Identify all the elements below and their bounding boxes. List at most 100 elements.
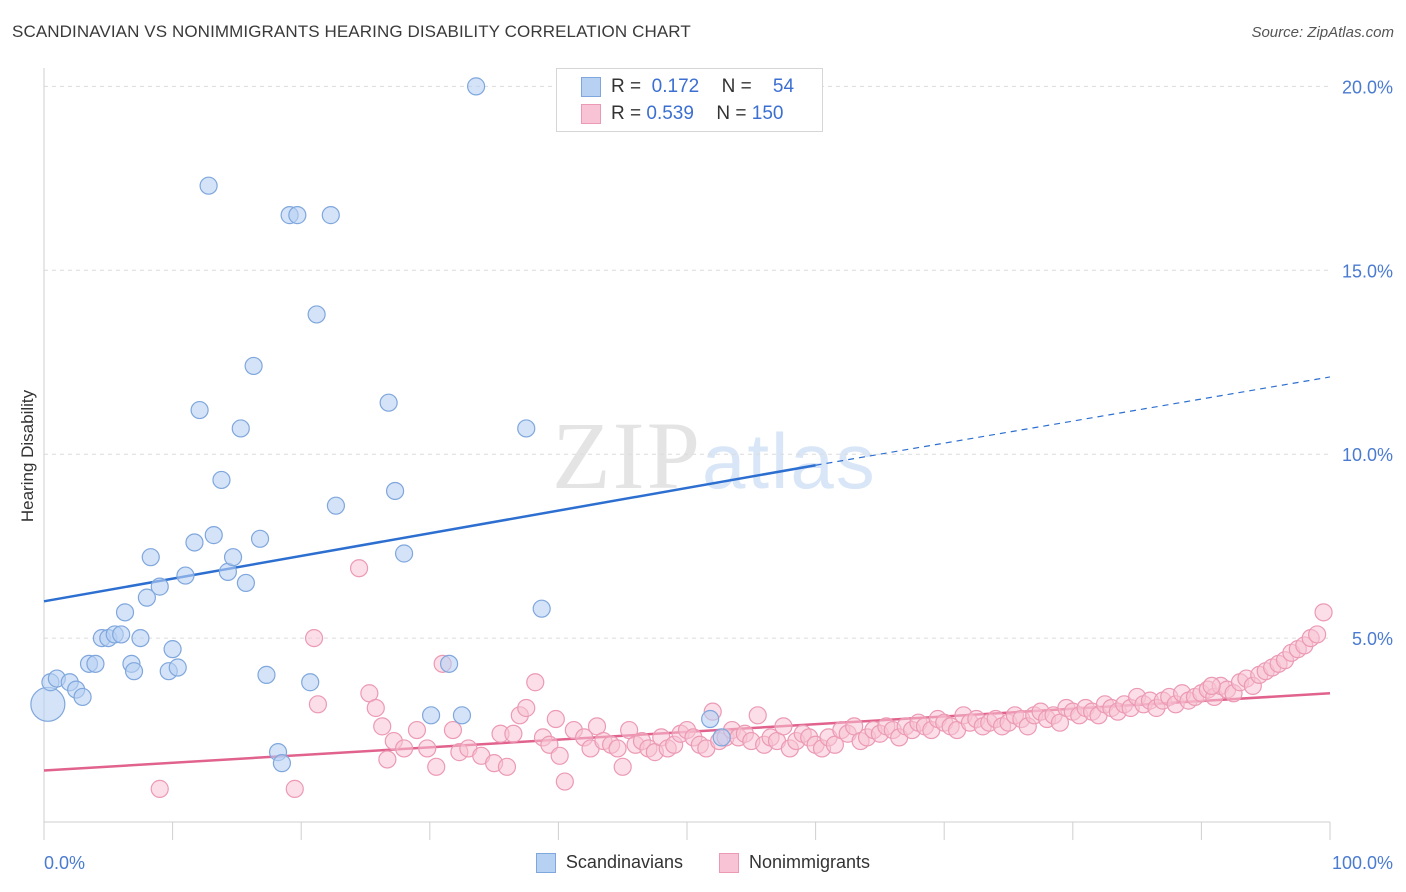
legend-row-scandinavians: R = 0.172 N = 54 — [581, 75, 794, 99]
point-scandinavians — [301, 673, 320, 692]
point-scandinavians — [288, 206, 307, 225]
series-swatch-nonimmigrants — [719, 852, 740, 873]
point-scandinavians — [532, 599, 551, 618]
point-nonimmigrants — [550, 746, 569, 765]
point-scandinavians — [272, 754, 292, 773]
series-legend: Scandinavians Nonimmigrants — [0, 852, 1406, 873]
point-scandinavians — [421, 706, 441, 725]
point-scandinavians — [466, 77, 486, 96]
point-nonimmigrants — [366, 698, 385, 718]
trend-line-scandinavians-projection — [815, 376, 1331, 466]
point-scandinavians — [326, 496, 346, 515]
point-scandinavians — [244, 356, 263, 376]
point-nonimmigrants — [517, 698, 536, 718]
point-nonimmigrants — [443, 720, 463, 740]
point-nonimmigrants — [748, 706, 767, 725]
point-scandinavians — [204, 526, 223, 545]
point-nonimmigrants — [378, 750, 397, 769]
point-nonimmigrants — [774, 717, 793, 736]
legend-n-value: 150 — [751, 103, 784, 124]
point-scandinavians — [321, 206, 340, 225]
point-nonimmigrants — [373, 717, 392, 736]
legend-row-nonimmigrants: R = 0.539 N = 150 — [581, 102, 783, 126]
point-nonimmigrants — [608, 739, 627, 758]
point-nonimmigrants — [1308, 625, 1327, 644]
point-scandinavians — [385, 481, 405, 501]
point-scandinavians — [112, 625, 131, 644]
point-nonimmigrants — [497, 757, 517, 776]
y-tick-label: 20.0% — [1342, 77, 1393, 97]
legend-n-label: N = — [721, 76, 752, 97]
point-scandinavians — [30, 686, 66, 722]
point-scandinavians — [517, 419, 536, 438]
y-axis-label: Hearing Disability — [18, 389, 37, 522]
point-scandinavians — [150, 577, 169, 596]
point-nonimmigrants — [427, 757, 446, 776]
point-scandinavians — [176, 566, 195, 585]
data-points — [30, 77, 1333, 798]
point-scandinavians — [73, 687, 92, 707]
point-scandinavians — [168, 658, 187, 677]
point-scandinavians — [124, 662, 144, 681]
series-legend-scandinavians: Scandinavians — [535, 852, 684, 873]
legend-r-label: R = — [611, 76, 642, 97]
point-nonimmigrants — [504, 724, 523, 743]
point-scandinavians — [86, 654, 105, 673]
point-scandinavians — [701, 709, 720, 729]
point-scandinavians — [452, 706, 472, 725]
y-tick-label: 15.0% — [1342, 261, 1393, 281]
legend-r-label: R = — [611, 103, 642, 124]
series-swatch-scandinavians — [535, 852, 556, 873]
legend-swatch-scandinavians — [581, 77, 601, 97]
point-nonimmigrants — [285, 779, 304, 798]
point-nonimmigrants — [555, 772, 574, 791]
point-nonimmigrants — [418, 739, 437, 758]
series-label-nonimmigrants: Nonimmigrants — [749, 852, 871, 872]
point-nonimmigrants — [407, 720, 427, 740]
point-scandinavians — [307, 305, 326, 324]
point-nonimmigrants — [349, 559, 369, 578]
point-scandinavians — [199, 176, 218, 195]
y-tick-label: 5.0% — [1352, 629, 1393, 649]
axis-labels: 5.0% 10.0% 15.0% 20.0% 0.0% 100.0% Hearing Dis… — [18, 77, 1393, 873]
point-scandinavians — [190, 400, 209, 420]
point-scandinavians — [257, 665, 276, 684]
y-tick-label: 10.0% — [1342, 445, 1393, 465]
point-scandinavians — [223, 548, 243, 567]
point-scandinavians — [236, 573, 256, 593]
point-scandinavians — [394, 544, 414, 563]
watermark-atlas: atlas — [702, 417, 877, 505]
series-legend-nonimmigrants: Nonimmigrants — [719, 852, 870, 873]
point-scandinavians — [439, 654, 459, 673]
point-nonimmigrants — [1202, 676, 1221, 696]
legend-n-value: 54 — [772, 76, 795, 97]
point-nonimmigrants — [304, 628, 324, 648]
legend-r-value: 0.539 — [646, 103, 694, 124]
point-scandinavians — [131, 628, 150, 648]
point-nonimmigrants — [308, 695, 328, 714]
source-label: Source: ZipAtlas.com — [1251, 24, 1394, 41]
chart-title: SCANDINAVIAN VS NONIMMIGRANTS HEARING DI… — [12, 22, 691, 41]
trend-line-scandinavians — [43, 463, 816, 603]
point-scandinavians — [212, 470, 231, 490]
point-scandinavians — [185, 533, 204, 552]
legend-n-label: N = — [716, 103, 747, 124]
point-scandinavians — [250, 529, 270, 548]
point-scandinavians — [141, 548, 160, 567]
point-scandinavians — [712, 728, 731, 747]
legend-r-value: 0.172 — [651, 76, 700, 97]
point-nonimmigrants — [613, 757, 632, 776]
x-tick-label: 100.0% — [1332, 853, 1393, 873]
point-scandinavians — [115, 603, 135, 622]
point-nonimmigrants — [546, 709, 565, 729]
series-label-scandinavians: Scandinavians — [565, 852, 684, 872]
point-scandinavians — [163, 640, 182, 659]
point-scandinavians — [137, 588, 156, 607]
x-tick-label: 0.0% — [44, 853, 85, 873]
point-scandinavians — [231, 419, 250, 438]
point-nonimmigrants — [394, 739, 414, 758]
point-nonimmigrants — [526, 673, 545, 692]
point-nonimmigrants — [1314, 603, 1333, 622]
correlation-legend: R = 0.172 N = 54 R = 0.539 N = 150 — [556, 68, 823, 132]
